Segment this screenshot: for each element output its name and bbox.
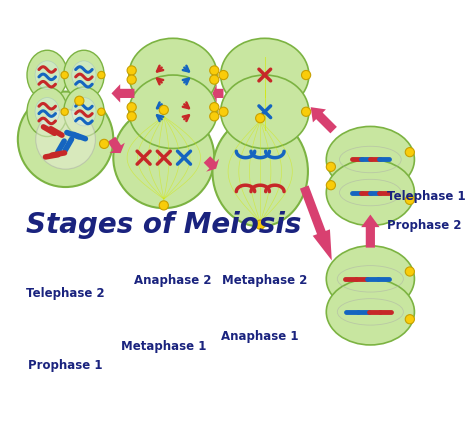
Circle shape <box>255 114 265 123</box>
Circle shape <box>98 108 105 115</box>
Circle shape <box>210 66 219 75</box>
Ellipse shape <box>27 50 67 100</box>
Ellipse shape <box>221 38 309 112</box>
Text: Metaphase 1: Metaphase 1 <box>121 340 207 353</box>
Circle shape <box>159 105 168 114</box>
Circle shape <box>127 103 136 112</box>
Circle shape <box>98 71 105 79</box>
Circle shape <box>127 112 136 121</box>
Ellipse shape <box>326 160 414 225</box>
Circle shape <box>61 108 68 115</box>
Ellipse shape <box>36 110 95 169</box>
Ellipse shape <box>72 61 96 89</box>
Text: Anaphase 2: Anaphase 2 <box>134 274 212 287</box>
FancyArrow shape <box>212 84 223 103</box>
Ellipse shape <box>113 107 214 208</box>
Text: Prophase 1: Prophase 1 <box>28 358 103 372</box>
FancyArrow shape <box>108 137 125 153</box>
Ellipse shape <box>18 91 113 187</box>
Ellipse shape <box>72 98 96 126</box>
FancyArrow shape <box>204 156 219 171</box>
Circle shape <box>127 75 136 84</box>
Circle shape <box>61 71 68 79</box>
Ellipse shape <box>326 246 414 312</box>
Circle shape <box>100 139 109 149</box>
Circle shape <box>127 66 136 75</box>
Circle shape <box>405 148 414 157</box>
FancyArrow shape <box>310 107 337 133</box>
Circle shape <box>219 107 228 116</box>
Text: Telephase 2: Telephase 2 <box>26 287 105 300</box>
Text: Metaphase 2: Metaphase 2 <box>222 274 308 287</box>
Ellipse shape <box>221 75 309 149</box>
Ellipse shape <box>64 50 104 100</box>
Circle shape <box>75 96 84 105</box>
FancyArrow shape <box>111 84 135 103</box>
Circle shape <box>210 112 219 121</box>
Ellipse shape <box>326 126 414 193</box>
Circle shape <box>219 70 228 80</box>
Text: Stages of Meiosis: Stages of Meiosis <box>26 211 301 239</box>
Ellipse shape <box>64 87 104 137</box>
Circle shape <box>405 267 414 276</box>
Ellipse shape <box>129 38 217 112</box>
Circle shape <box>301 70 310 80</box>
Circle shape <box>326 181 336 190</box>
Ellipse shape <box>212 116 308 226</box>
Circle shape <box>210 103 219 112</box>
Ellipse shape <box>35 61 59 89</box>
Text: Telephase 1: Telephase 1 <box>387 190 465 203</box>
FancyArrow shape <box>300 186 332 260</box>
Circle shape <box>210 75 219 84</box>
Circle shape <box>326 162 336 171</box>
Circle shape <box>301 107 310 116</box>
Circle shape <box>405 195 414 205</box>
Ellipse shape <box>27 87 67 137</box>
Ellipse shape <box>129 75 217 149</box>
Circle shape <box>159 201 168 210</box>
Ellipse shape <box>35 98 59 126</box>
Circle shape <box>255 220 265 229</box>
Text: Prophase 2: Prophase 2 <box>387 219 461 232</box>
Circle shape <box>405 315 414 324</box>
FancyArrow shape <box>361 214 380 248</box>
Text: Anaphase 1: Anaphase 1 <box>221 330 299 343</box>
Ellipse shape <box>326 279 414 345</box>
